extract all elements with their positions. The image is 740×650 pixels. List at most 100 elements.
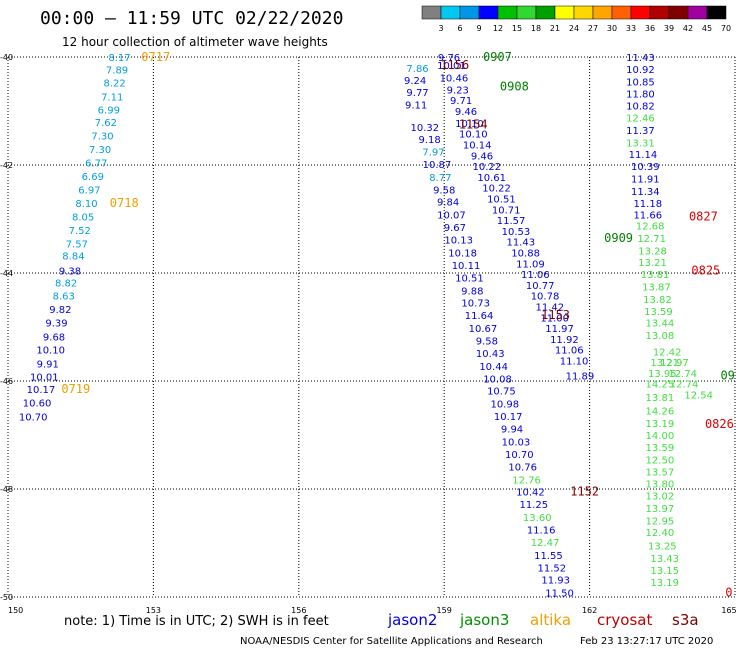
data-point-label: 7.30 xyxy=(91,131,113,142)
colorbar-swatch xyxy=(497,5,518,20)
pass-time-label: 0907 xyxy=(483,50,512,64)
colorbar-swatch xyxy=(687,5,708,20)
colorbar-swatch xyxy=(649,5,670,20)
footer-note: note: 1) Time is in UTC; 2) SWH is in fe… xyxy=(64,614,329,629)
data-point-label: 11.00 xyxy=(540,313,569,324)
colorbar-swatch xyxy=(706,5,727,20)
colorbar-label: 24 xyxy=(569,24,579,33)
data-point-label: 11.52 xyxy=(537,563,566,574)
data-point-label: 9.23 xyxy=(447,85,469,96)
data-point-label: 10.88 xyxy=(511,248,540,259)
y-tick-label: -40 xyxy=(0,53,13,62)
data-point-label: 10.44 xyxy=(479,362,508,373)
x-tick-label: 150 xyxy=(8,606,23,615)
data-point-label: 8.82 xyxy=(55,279,77,290)
data-point-label: 13.81 xyxy=(646,393,675,404)
data-point-label: 10.13 xyxy=(444,236,473,247)
data-point-label: 10.70 xyxy=(19,413,48,424)
data-point-label: 13.19 xyxy=(650,578,679,589)
pass-time-label: 1154 xyxy=(459,118,488,132)
edge-pass-label: 09 xyxy=(720,369,734,383)
data-point-label: 13.81 xyxy=(641,270,670,281)
data-point-label: 9.46 xyxy=(471,151,493,162)
series-altika-0717-0719: 8.177.89 8.22 7.11 6.99 7.62 7.30 7.30 6.77 6.69… xyxy=(19,53,131,424)
data-point-label: 10.53 xyxy=(502,227,531,238)
chart-subtitle: 12 hour collection of altimeter wave hei… xyxy=(62,35,328,49)
data-point-label: 7.30 xyxy=(89,145,111,156)
data-point-label: 10.32 xyxy=(410,123,439,134)
data-point-label: 13.25 xyxy=(648,542,677,553)
data-point-label: 11.09 xyxy=(516,259,545,270)
y-tick-label: -44 xyxy=(0,269,13,278)
colorbar-swatch xyxy=(668,5,689,20)
data-point-label: 9.88 xyxy=(461,286,483,297)
data-point-label: 12.54 xyxy=(684,391,713,402)
data-point-label: 10.22 xyxy=(482,184,511,195)
data-point-label: 10.42 xyxy=(516,488,545,499)
data-point-label: 10.71 xyxy=(492,205,521,216)
data-point-label: 12.76 xyxy=(512,475,541,486)
data-point-label: 8.05 xyxy=(72,212,94,223)
data-points: 8.177.89 8.22 7.11 6.99 7.62 7.30 7.30 6.77 6.69… xyxy=(19,53,713,600)
data-point-label: 6.99 xyxy=(98,105,120,116)
data-point-label: 9.24 xyxy=(404,76,426,87)
data-point-label: 12.74 xyxy=(670,380,699,391)
data-point-label: 11.18 xyxy=(633,199,662,210)
data-point-label: 13.59 xyxy=(644,307,673,318)
pass-time-label: 1152 xyxy=(570,485,599,499)
data-point-label: 9.58 xyxy=(433,185,455,196)
colorbar-label: 27 xyxy=(588,24,598,33)
colorbar-swatch xyxy=(516,5,537,20)
data-point-label: 12.71 xyxy=(637,234,666,245)
data-point-label: 13.21 xyxy=(650,358,679,369)
data-point-label: 11.16 xyxy=(527,526,556,537)
data-point-label: 13.02 xyxy=(646,491,675,502)
data-point-label: 9.67 xyxy=(444,223,466,234)
data-point-label: 9.77 xyxy=(406,88,428,99)
data-point-label: 8.84 xyxy=(62,252,84,263)
data-point-label: 9.18 xyxy=(419,135,441,146)
data-point-label: 6.77 xyxy=(85,158,107,169)
colorbar-label: 70 xyxy=(721,24,731,33)
data-point-label: 13.21 xyxy=(638,258,667,269)
data-point-label: 10.22 xyxy=(473,162,502,173)
colorbar-label: 21 xyxy=(550,24,560,33)
colorbar-label: 39 xyxy=(664,24,674,33)
data-point-label: 8.10 xyxy=(75,199,97,210)
satellite-legend: jason2 jason3 altika cryosat s3a xyxy=(387,611,699,629)
footer-timestamp: Feb 23 13:27:17 UTC 2020 xyxy=(580,636,713,647)
colorbar-swatch xyxy=(535,5,556,20)
data-point-label: 12.97 xyxy=(660,358,689,369)
colorbar-swatch xyxy=(611,5,632,20)
data-point-label: 9.71 xyxy=(450,96,472,107)
data-point-label: 10.70 xyxy=(505,450,534,461)
data-point-label: 10.77 xyxy=(526,281,555,292)
data-point-label: 13.19 xyxy=(646,419,675,430)
legend-s3a: s3a xyxy=(672,611,699,629)
data-point-label: 10.01 xyxy=(437,61,466,72)
data-point-label: 11.43 xyxy=(626,53,655,64)
data-point-label: 10.11 xyxy=(452,261,481,272)
pass-time-label: 0909 xyxy=(604,231,633,245)
colorbar-label: 6 xyxy=(457,24,462,33)
pass-time-label: 0719 xyxy=(61,382,90,396)
data-point-label: 10.61 xyxy=(477,173,506,184)
data-point-label: 13.15 xyxy=(650,566,679,577)
pass-time-label: 0827 xyxy=(689,209,718,223)
data-point-label: 12.68 xyxy=(636,221,665,232)
colorbar-swatch xyxy=(459,5,480,20)
data-point-label: 10.14 xyxy=(463,140,492,151)
data-point-label: 11.80 xyxy=(626,90,655,101)
data-point-label: 10.51 xyxy=(455,273,484,284)
data-point-label: 10.85 xyxy=(626,77,655,88)
data-point-label: 11.14 xyxy=(629,150,658,161)
data-point-label: 13.87 xyxy=(642,283,671,294)
data-point-label: 10.87 xyxy=(423,160,452,171)
data-point-label: 11.10 xyxy=(560,356,589,367)
data-point-label: 10.76 xyxy=(508,462,537,473)
colorbar-swatch xyxy=(440,5,461,20)
data-point-label: 14.00 xyxy=(646,431,675,442)
